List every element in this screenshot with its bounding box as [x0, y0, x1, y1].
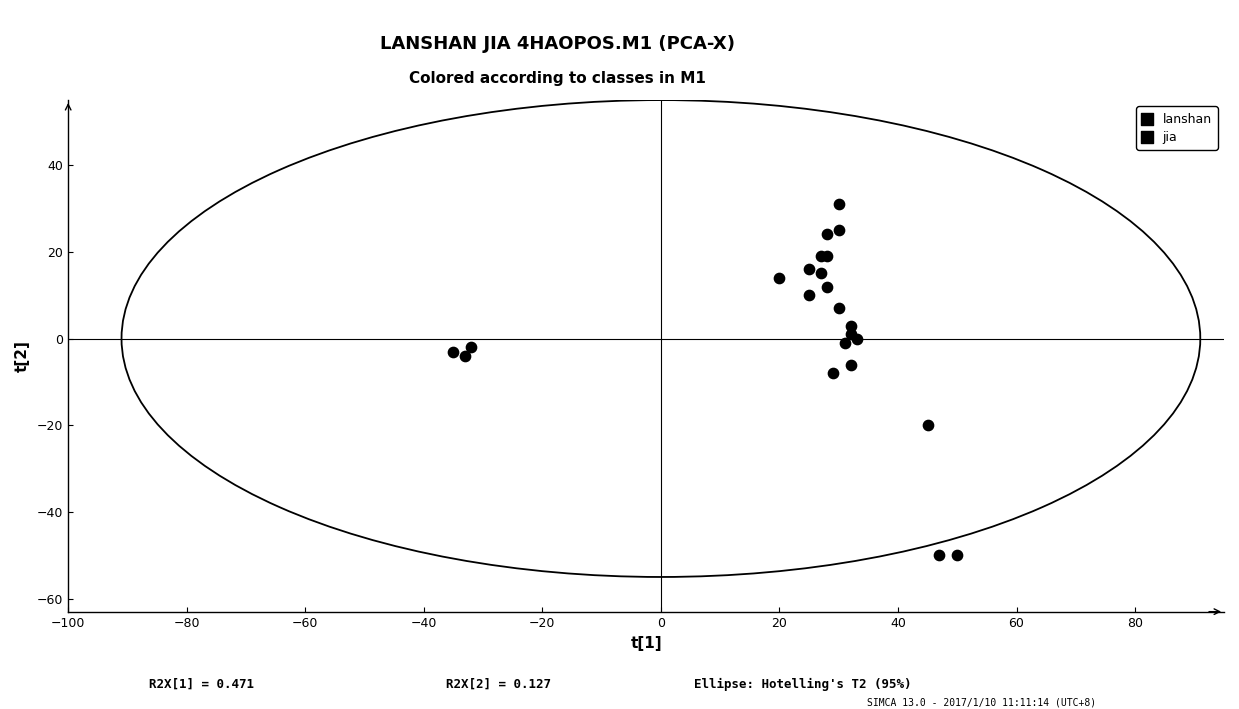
jia [817, 229, 836, 240]
jia [817, 281, 836, 292]
Text: R2X[2] = 0.127: R2X[2] = 0.127 [446, 678, 551, 691]
Text: SIMCA 13.0 - 2017/1/10 11:11:14 (UTC+8): SIMCA 13.0 - 2017/1/10 11:11:14 (UTC+8) [867, 698, 1097, 708]
jia [799, 289, 819, 301]
jia [835, 337, 855, 349]
Text: Ellipse: Hotelling's T2 (95%): Ellipse: Hotelling's T2 (95%) [694, 678, 912, 691]
lanshan [461, 342, 481, 353]
jia [829, 303, 849, 314]
jia [812, 250, 831, 262]
jia [769, 272, 789, 284]
jia [817, 250, 836, 262]
Y-axis label: t[2]: t[2] [15, 340, 30, 372]
jia [812, 268, 831, 279]
jia [823, 367, 843, 379]
jia [841, 359, 861, 370]
jia [799, 264, 819, 275]
jia [829, 199, 849, 210]
jia [929, 549, 949, 561]
Text: R2X[1] = 0.471: R2X[1] = 0.471 [149, 678, 254, 691]
Legend: lanshan, jia: lanshan, jia [1136, 106, 1218, 150]
Text: Colored according to classes in M1: Colored according to classes in M1 [409, 71, 706, 86]
X-axis label: t[1]: t[1] [631, 637, 662, 652]
Text: LANSHAN JIA 4HAOPOS.M1 (PCA-X): LANSHAN JIA 4HAOPOS.M1 (PCA-X) [380, 35, 735, 53]
jia [829, 225, 849, 236]
jia [918, 420, 938, 431]
lanshan [444, 346, 463, 357]
lanshan [456, 350, 476, 362]
jia [846, 333, 866, 344]
jia [841, 328, 861, 340]
jia [948, 549, 968, 561]
jia [841, 320, 861, 331]
